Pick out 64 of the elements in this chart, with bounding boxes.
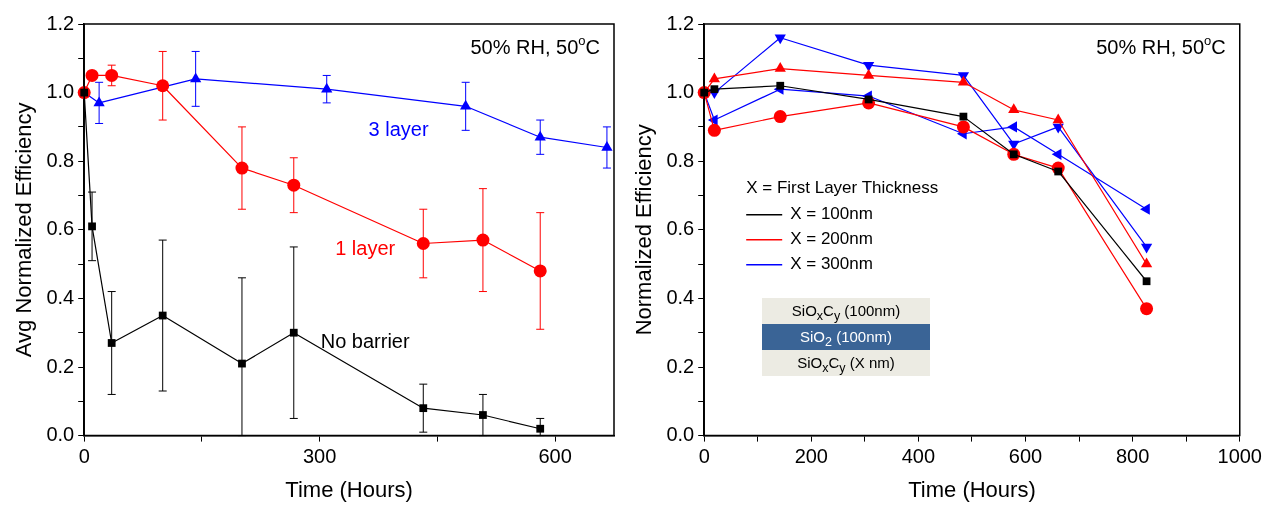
y-tick-label: 1.2 — [666, 11, 695, 34]
legend-title: X = First Layer Thickness — [746, 178, 939, 198]
point — [956, 120, 970, 134]
y-axis-title: Avg Normalized Efficiency — [11, 102, 37, 358]
point — [862, 61, 875, 72]
point — [1140, 203, 1150, 215]
point — [773, 110, 787, 124]
x-tick-label: 1000 — [1217, 445, 1262, 468]
point — [107, 339, 116, 347]
legend-label: X = 100nm — [790, 204, 873, 224]
y-tick-label: 0.0 — [666, 423, 695, 446]
point — [1140, 302, 1154, 316]
point — [774, 62, 786, 72]
point — [1052, 113, 1064, 124]
x-tick-label: 400 — [901, 445, 936, 468]
point — [1140, 257, 1153, 268]
y-tick-label: 0.2 — [666, 354, 695, 377]
y-tick-label: 0.2 — [46, 354, 75, 377]
x-tick-label: 300 — [302, 445, 337, 468]
point — [708, 72, 721, 83]
point — [1142, 277, 1151, 286]
point — [774, 34, 786, 45]
x-tick-label: 600 — [1008, 445, 1043, 468]
point — [85, 68, 99, 82]
point — [536, 424, 545, 433]
legend-label: X = 300nm — [790, 254, 873, 274]
x-tick-label: 800 — [1115, 445, 1150, 468]
x-axis-title: Time (Hours) — [908, 476, 1036, 502]
y-tick-label: 0.0 — [46, 423, 75, 446]
legend-label: X = 200nm — [790, 229, 873, 249]
y-tick-label: 1.0 — [666, 80, 695, 103]
point — [707, 123, 721, 137]
annotation: SiO$_{x}$C$_{y}$ (X nm) — [762, 350, 930, 376]
point — [460, 99, 472, 110]
y-tick-label: 1.2 — [46, 11, 75, 34]
y-tick-label: 0.6 — [666, 217, 695, 240]
y-tick-label: 0.6 — [46, 217, 75, 240]
y-tick-label: 1.0 — [46, 80, 75, 103]
point — [289, 328, 298, 337]
point — [957, 75, 970, 86]
point — [710, 85, 719, 94]
x-tick-label: 0 — [78, 445, 90, 468]
point — [776, 81, 785, 90]
y-tick-label: 0.8 — [666, 148, 695, 171]
annotation: SiO$_{x}$C$_{y}$ (100nm) — [762, 298, 930, 324]
y-tick-label: 0.8 — [46, 148, 75, 171]
series-label: No barrier — [320, 329, 410, 352]
series-label: 3 layer — [368, 117, 429, 140]
point — [1007, 121, 1017, 133]
point — [419, 404, 428, 413]
x-tick-label: 0 — [698, 445, 710, 468]
point — [1051, 148, 1062, 160]
layer-stack-diagram: SiO$_{x}$C$_{y}$ (100nm) SiO$_{2}$ (100nm) SiO$_{x}$C$_{y}$ (X nm) — [762, 298, 930, 376]
point — [1008, 103, 1020, 113]
series-label: 1 layer — [335, 236, 396, 259]
point — [862, 68, 875, 79]
annotation: SiO$_{2}$ (100nm) — [762, 324, 930, 350]
x-axis-title: Time (Hours) — [285, 476, 413, 502]
y-axis-title: Normalized Efficiency — [631, 124, 657, 336]
y-tick-label: 0.4 — [46, 285, 75, 308]
y-tick-label: 0.4 — [666, 285, 695, 308]
x-tick-label: 600 — [538, 445, 572, 468]
point — [1140, 243, 1153, 254]
x-tick-label: 200 — [794, 445, 828, 468]
